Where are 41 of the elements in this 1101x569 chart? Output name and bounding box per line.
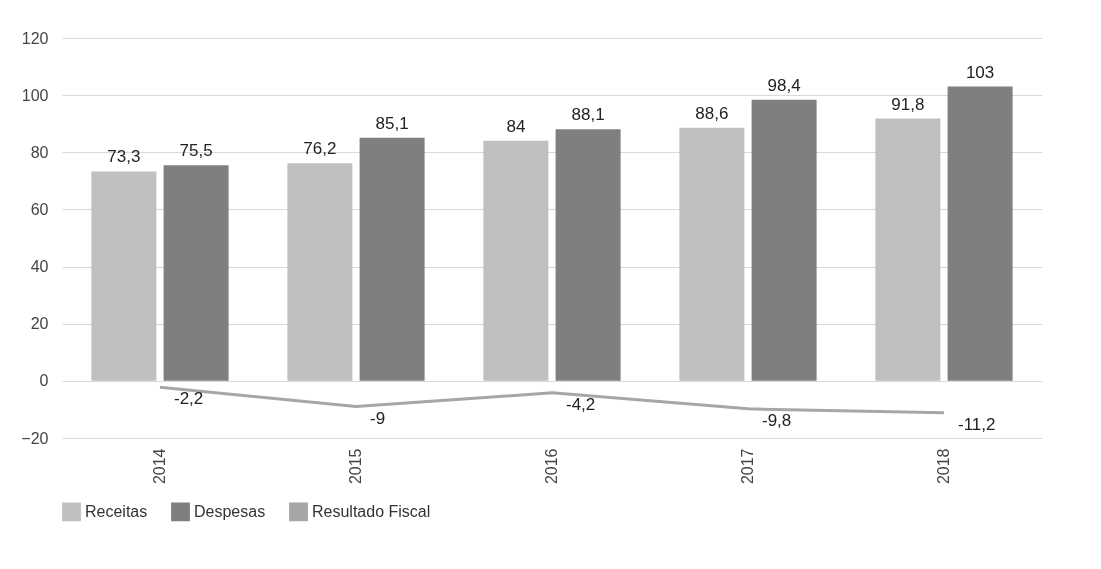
y-tick-label: 0	[39, 372, 49, 390]
bar	[163, 165, 229, 381]
x-tick-label: 2014	[151, 448, 168, 485]
legend-label: Despesas	[194, 502, 266, 520]
x-tick-label: 2017	[739, 448, 756, 485]
data-label: -4,2	[566, 394, 596, 414]
y-tick-label: 120	[21, 29, 49, 47]
bar	[359, 137, 425, 381]
x-tick-label: 2015	[347, 448, 364, 485]
x-tick-label: 2018	[935, 448, 952, 485]
y-tick-label: −20	[21, 429, 49, 447]
data-label: -11,2	[958, 414, 996, 434]
data-label: 98,4	[767, 75, 801, 95]
data-label: 85,1	[375, 113, 409, 133]
y-tick-label: 80	[30, 143, 49, 161]
bar	[751, 99, 817, 381]
legend-label: Resultado Fiscal	[312, 502, 431, 520]
data-label: 103	[965, 62, 995, 82]
data-label: 88,1	[571, 105, 605, 125]
bar	[875, 118, 941, 381]
y-tick-label: 60	[30, 200, 49, 218]
y-tick-label: 20	[30, 315, 49, 333]
bar	[947, 86, 1013, 381]
y-tick-label: 40	[30, 258, 49, 276]
data-label: 76,2	[303, 139, 337, 159]
bar	[287, 163, 353, 381]
data-label: 73,3	[107, 147, 141, 167]
y-tick-label: 100	[21, 86, 49, 104]
data-label: -9	[370, 408, 386, 428]
x-tick-label: 2016	[543, 448, 560, 485]
data-label: 91,8	[891, 94, 925, 114]
bar	[91, 171, 157, 381]
data-label: -9,8	[762, 410, 792, 430]
bar	[483, 140, 549, 381]
data-label: -2,2	[174, 389, 204, 409]
data-label: 75,5	[179, 141, 213, 161]
bar	[555, 129, 621, 381]
data-label: 84	[506, 116, 526, 136]
legend-label: Receitas	[85, 502, 148, 520]
data-label: 88,6	[695, 103, 729, 123]
bar	[679, 127, 745, 381]
